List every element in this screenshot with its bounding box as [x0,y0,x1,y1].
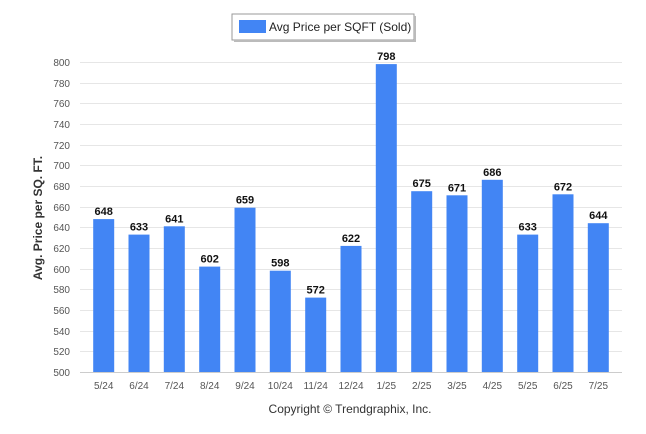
y-tick-label: 580 [53,285,70,296]
bars [93,64,609,372]
bar-7/24 [163,226,185,372]
data-label-4/25: 686 [483,167,501,179]
x-tick-label-12/24: 12/24 [338,381,363,392]
x-tick-label-6/25: 6/25 [553,381,573,392]
data-label-3/25: 671 [448,182,466,194]
y-tick-label: 740 [53,120,70,131]
legend-frame-shadow-bottom [234,40,416,42]
footer-copyright: Copyright © Trendgraphix, Inc. [269,402,432,416]
x-tick-label-7/24: 7/24 [165,381,185,392]
y-axis-ticks: 500 520 540 560 580 600 620 640 660 680 700 720 740 7… [53,58,70,379]
data-label-7/24: 641 [165,213,183,225]
y-tick-label: 640 [53,223,70,234]
x-tick-label-11/24: 11/24 [304,381,329,392]
bar-5/24 [93,219,115,372]
data-label-11/24: 572 [307,285,325,297]
x-tick-label-4/25: 4/25 [483,381,503,392]
bar-12/24 [340,245,362,372]
legend-label: Avg Price per SQFT (Sold) [269,20,411,34]
data-label-5/24: 648 [95,206,113,218]
data-label-8/24: 602 [201,254,219,266]
y-axis-title: Avg. Price per SQ. FT. [31,156,45,280]
x-axis-ticks: 5/24 6/24 7/24 8/24 9/24 10/24 11/24 12/24 1/25 2… [94,381,609,392]
y-tick-label: 680 [53,182,70,193]
y-tick-label: 780 [53,79,70,90]
x-tick-label-5/24: 5/24 [94,381,114,392]
data-labels: 648 633 641 602 659 598 572 622 798 675 671 686 633 6… [95,51,609,297]
bar-3/25 [446,195,468,372]
bar-6/25 [552,194,574,372]
bar-1/25 [375,64,397,372]
bar-10/24 [269,270,291,372]
x-tick-label-2/25: 2/25 [412,381,432,392]
x-tick-label-5/25: 5/25 [518,381,538,392]
bar-2/25 [411,191,433,372]
data-label-6/25: 672 [554,181,572,193]
y-tick-label: 600 [53,265,70,276]
bar-6/24 [128,234,150,372]
y-tick-label: 700 [53,161,70,172]
data-label-12/24: 622 [342,233,360,245]
y-tick-label: 520 [53,347,70,358]
x-tick-label-1/25: 1/25 [377,381,397,392]
bar-11/24 [305,297,327,372]
x-tick-label-6/24: 6/24 [129,381,149,392]
legend-frame-shadow [414,16,416,42]
data-label-5/25: 633 [519,222,537,234]
y-tick-label: 540 [53,327,70,338]
y-tick-label: 560 [53,306,70,317]
x-tick-label-7/25: 7/25 [589,381,609,392]
data-label-2/25: 675 [413,178,431,190]
legend: Avg Price per SQFT (Sold) [231,13,416,42]
data-label-10/24: 598 [271,258,289,270]
bar-9/24 [234,207,256,372]
y-tick-label: 660 [53,203,70,214]
y-tick-label: 760 [53,99,70,110]
legend-swatch [239,20,266,33]
data-label-6/24: 633 [130,222,148,234]
y-tick-label: 720 [53,141,70,152]
x-tick-label-9/24: 9/24 [235,381,255,392]
x-tick-label-3/25: 3/25 [447,381,467,392]
x-tick-label-8/24: 8/24 [200,381,220,392]
bar-5/25 [517,234,539,372]
bar-4/25 [481,179,503,372]
x-tick-label-10/24: 10/24 [268,381,293,392]
y-tick-label: 500 [53,368,70,379]
data-label-7/25: 644 [589,210,608,222]
y-tick-label: 800 [53,58,70,69]
y-tick-label: 620 [53,244,70,255]
data-label-9/24: 659 [236,195,254,207]
bar-7/25 [587,223,609,372]
bar-8/24 [199,266,221,372]
data-label-1/25: 798 [377,51,395,63]
